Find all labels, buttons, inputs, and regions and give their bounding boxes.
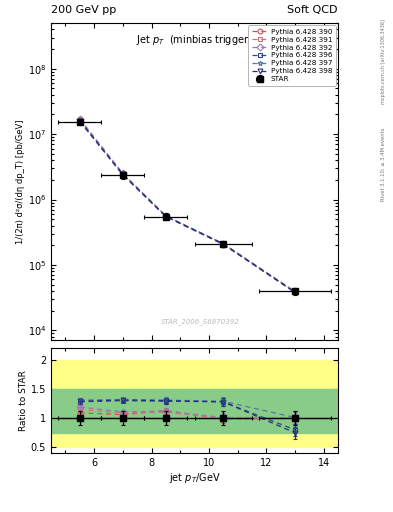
- Y-axis label: 1/(2π) d²σ/(dη dp_T) [pb/GeV]: 1/(2π) d²σ/(dη dp_T) [pb/GeV]: [16, 119, 25, 244]
- Text: Rivet 3.1.10; ≥ 3.4M events: Rivet 3.1.10; ≥ 3.4M events: [381, 127, 386, 201]
- Bar: [51, 389, 338, 433]
- Y-axis label: Ratio to STAR: Ratio to STAR: [19, 370, 28, 431]
- Text: Jet $p_T$  (minbias trigger): Jet $p_T$ (minbias trigger): [136, 33, 253, 47]
- Legend: Pythia 6.428 390, Pythia 6.428 391, Pythia 6.428 392, Pythia 6.428 396, Pythia 6: Pythia 6.428 390, Pythia 6.428 391, Pyth…: [248, 25, 336, 86]
- X-axis label: jet $p_T$/GeV: jet $p_T$/GeV: [169, 471, 220, 485]
- Text: Soft QCD: Soft QCD: [288, 5, 338, 15]
- Text: 200 GeV pp: 200 GeV pp: [51, 5, 116, 15]
- Bar: [51, 360, 338, 447]
- Text: STAR_2006_S6870392: STAR_2006_S6870392: [161, 318, 240, 325]
- Text: mcplots.cern.ch [arXiv:1306.3436]: mcplots.cern.ch [arXiv:1306.3436]: [381, 19, 386, 104]
